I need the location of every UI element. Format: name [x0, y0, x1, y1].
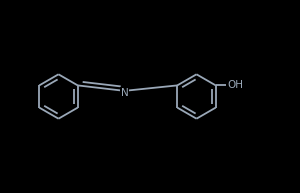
Text: N: N — [121, 88, 128, 98]
Text: OH: OH — [228, 80, 244, 90]
